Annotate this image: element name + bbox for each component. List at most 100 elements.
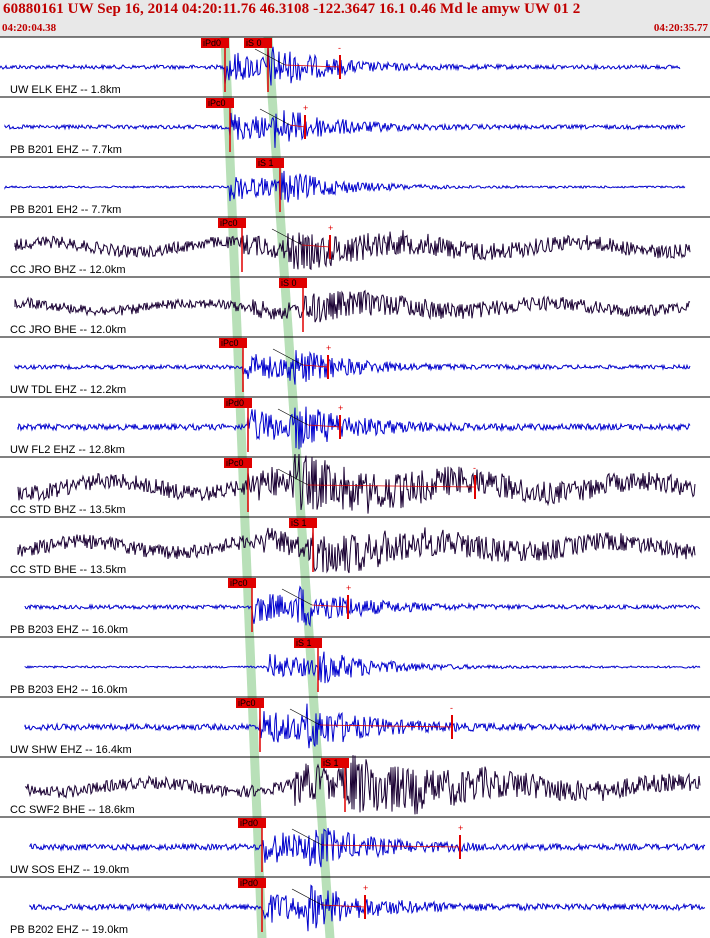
pick-label: iPd0 [240, 878, 258, 888]
coda-curve [291, 888, 323, 906]
trace-row[interactable]: iPc0 + UW TDL EHZ -- 12.2km [0, 336, 710, 396]
p-pick-flag[interactable] [236, 698, 264, 708]
waveform [4, 110, 686, 148]
trace-row[interactable]: iPc0 - CC STD BHZ -- 13.5km [0, 453, 710, 516]
polarity-mark: - [473, 463, 476, 473]
trace-row[interactable]: iS 1 PB B201 EH2 -- 7.7km [0, 156, 710, 216]
trace-row[interactable]: iPd0 + PB B202 EHZ -- 19.0km [0, 876, 710, 936]
station-label: CC STD BHE -- 13.5km [10, 564, 126, 576]
p-pick-flag[interactable] [219, 338, 247, 348]
coda-fit [321, 844, 461, 848]
event-summary: 60880161 UW Sep 16, 2014 04:20:11.76 46.… [3, 1, 581, 17]
waveform [24, 651, 701, 684]
coda-fit [311, 604, 349, 608]
pick-label: iPc0 [238, 698, 256, 708]
station-label: UW TDL EHZ -- 12.2km [10, 384, 126, 396]
trace-row[interactable]: iPd0 + UW SOS EHZ -- 19.0km [0, 816, 710, 876]
coda-fit [307, 424, 341, 428]
station-label: UW SOS EHZ -- 19.0km [10, 864, 129, 876]
trace-row[interactable]: iPc0 + CC JRO BHZ -- 12.0km [0, 216, 710, 276]
pick-label: iS 1 [291, 518, 307, 528]
coda-curve [271, 228, 303, 246]
pick-label: iPc0 [220, 218, 238, 228]
p-pick-flag[interactable] [218, 218, 246, 228]
coda-fit [307, 484, 476, 488]
s-pick-flag[interactable] [289, 518, 317, 528]
waveform [14, 289, 691, 323]
coda-fit [284, 64, 341, 68]
waveform [24, 585, 701, 628]
trace-row[interactable]: iPc0 + PB B203 EHZ -- 16.0km [0, 576, 710, 636]
s-pick-flag[interactable] [321, 758, 349, 768]
s-pick-flag[interactable] [294, 638, 322, 648]
station-label: CC JRO BHE -- 12.0km [10, 324, 126, 336]
polarity-mark: + [346, 583, 351, 593]
waveform [17, 406, 691, 450]
p-pick-flag[interactable] [201, 38, 229, 48]
coda-fit [321, 904, 366, 908]
coda-fit [289, 124, 306, 128]
pick-label: iS 1 [296, 638, 312, 648]
event-header: 60880161 UW Sep 16, 2014 04:20:11.76 46.… [0, 0, 710, 37]
coda-curve [281, 588, 313, 606]
trace-row[interactable]: iS 0 CC JRO BHE -- 12.0km [0, 276, 710, 336]
pick-label: iS 0 [246, 38, 262, 48]
s-pick-flag[interactable] [279, 278, 307, 288]
s-pick-flag[interactable] [256, 158, 284, 168]
pick-label: iS 0 [281, 278, 297, 288]
station-label: PB B201 EH2 -- 7.7km [10, 204, 121, 216]
p-pick-flag[interactable] [224, 458, 252, 468]
polarity-mark: + [458, 823, 463, 833]
p-pick-flag[interactable] [238, 878, 266, 888]
station-label: PB B201 EHZ -- 7.7km [10, 144, 122, 156]
trace-row[interactable]: iPc0 - UW SHW EHZ -- 16.4km [0, 696, 710, 756]
polarity-mark: + [303, 103, 308, 113]
window-start-time: 04:20:04.38 [2, 22, 57, 34]
pick-label: iPc0 [221, 338, 239, 348]
trace-row[interactable]: iS 1 CC SWF2 BHE -- 18.6km [0, 755, 710, 816]
p-pick-flag[interactable] [206, 98, 234, 108]
pick-label: iPd0 [203, 38, 221, 48]
pick-label: iPc0 [208, 98, 226, 108]
waveform [29, 884, 706, 932]
station-label: PB B203 EH2 -- 16.0km [10, 684, 127, 696]
coda-curve [277, 468, 309, 486]
pick-label: iS 1 [323, 758, 339, 768]
polarity-mark: - [338, 43, 341, 53]
coda-curve [277, 408, 309, 426]
pick-label: iPd0 [226, 398, 244, 408]
window-end-time: 04:20:35.77 [653, 22, 708, 34]
p-pick-flag[interactable] [238, 818, 266, 828]
coda-curve [289, 708, 321, 726]
trace-row[interactable]: iS 1 CC STD BHE -- 13.5km [0, 516, 710, 576]
station-label: PB B202 EHZ -- 19.0km [10, 924, 128, 936]
waveform [4, 170, 686, 203]
coda-curve [272, 348, 304, 366]
waveform [24, 755, 701, 815]
trace-row[interactable]: iS 1 PB B203 EH2 -- 16.0km [0, 636, 710, 696]
s-pick-flag[interactable] [244, 38, 272, 48]
s-window-band [263, 37, 335, 938]
coda-curve [254, 48, 286, 66]
station-label: CC JRO BHZ -- 12.0km [10, 264, 126, 276]
p-pick-flag[interactable] [228, 578, 256, 588]
station-label: CC STD BHZ -- 13.5km [10, 504, 126, 516]
trace-row[interactable]: iPd0 iS 0 - UW ELK EHZ -- 1.8km [0, 36, 710, 96]
coda-curve [259, 108, 291, 126]
coda-fit [302, 364, 329, 368]
coda-fit [301, 244, 331, 248]
waveform [14, 350, 691, 385]
station-label: UW ELK EHZ -- 1.8km [10, 84, 121, 96]
trace-row[interactable]: iPd0 + UW FL2 EHZ -- 12.8km [0, 396, 710, 456]
polarity-mark: + [363, 883, 368, 893]
waveform [14, 230, 691, 271]
pick-label: iPd0 [240, 818, 258, 828]
station-label: UW SHW EHZ -- 16.4km [10, 744, 132, 756]
pick-label: iS 1 [258, 158, 274, 168]
pick-label: iPc0 [230, 578, 248, 588]
pick-label: iPc0 [226, 458, 244, 468]
p-pick-flag[interactable] [224, 398, 252, 408]
trace-row[interactable]: iPc0 + PB B201 EHZ -- 7.7km [0, 96, 710, 156]
polarity-mark: + [326, 343, 331, 353]
